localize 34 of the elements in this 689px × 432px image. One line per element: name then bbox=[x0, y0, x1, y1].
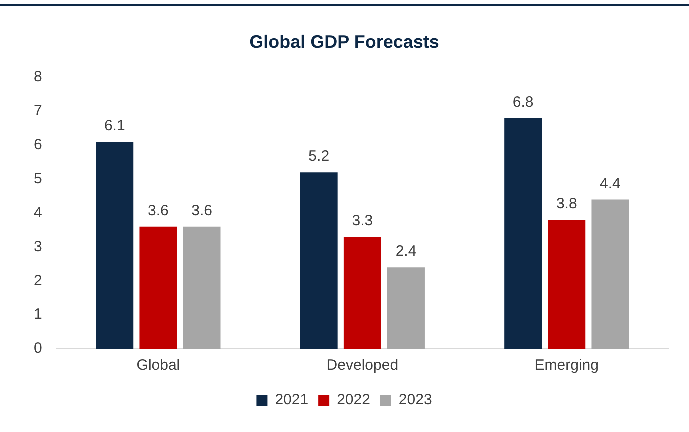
data-label: 6.8 bbox=[512, 94, 534, 111]
legend-label: 2021 bbox=[275, 392, 309, 409]
data-label: 3.6 bbox=[192, 202, 212, 220]
data-label: 2.4 bbox=[396, 243, 417, 260]
x-tick-label: Global bbox=[136, 357, 180, 374]
data-label: 5.2 bbox=[308, 148, 330, 166]
y-tick-label: 7 bbox=[34, 102, 42, 120]
y-tick-label: 4 bbox=[34, 204, 42, 222]
y-tick-label: 8 bbox=[34, 68, 42, 86]
y-tick-label: 5 bbox=[34, 170, 42, 188]
bar bbox=[548, 220, 586, 349]
legend-label: 2022 bbox=[337, 392, 370, 409]
legend-label: 2023 bbox=[398, 392, 432, 409]
y-tick-label: 6 bbox=[34, 136, 42, 154]
data-label: 4.4 bbox=[600, 175, 621, 192]
bar bbox=[300, 172, 338, 349]
data-label: 3.6 bbox=[148, 202, 169, 220]
bar bbox=[388, 268, 425, 349]
x-tick-label: Developed bbox=[326, 357, 399, 374]
bar bbox=[140, 226, 178, 349]
bar bbox=[183, 226, 221, 349]
bar bbox=[592, 200, 630, 349]
data-label: 6.1 bbox=[104, 118, 126, 135]
chart-title: Global GDP Forecasts bbox=[250, 32, 440, 52]
bar bbox=[504, 118, 542, 349]
x-tick-label: Emerging bbox=[534, 357, 599, 374]
y-tick-label: 1 bbox=[34, 306, 42, 324]
y-tick-label: 0 bbox=[34, 340, 42, 358]
bar bbox=[344, 237, 382, 349]
y-tick-label: 2 bbox=[34, 272, 42, 290]
data-label: 3.3 bbox=[352, 212, 374, 230]
bar bbox=[96, 142, 134, 349]
y-tick-label: 3 bbox=[34, 238, 42, 256]
data-label: 3.8 bbox=[556, 196, 578, 213]
